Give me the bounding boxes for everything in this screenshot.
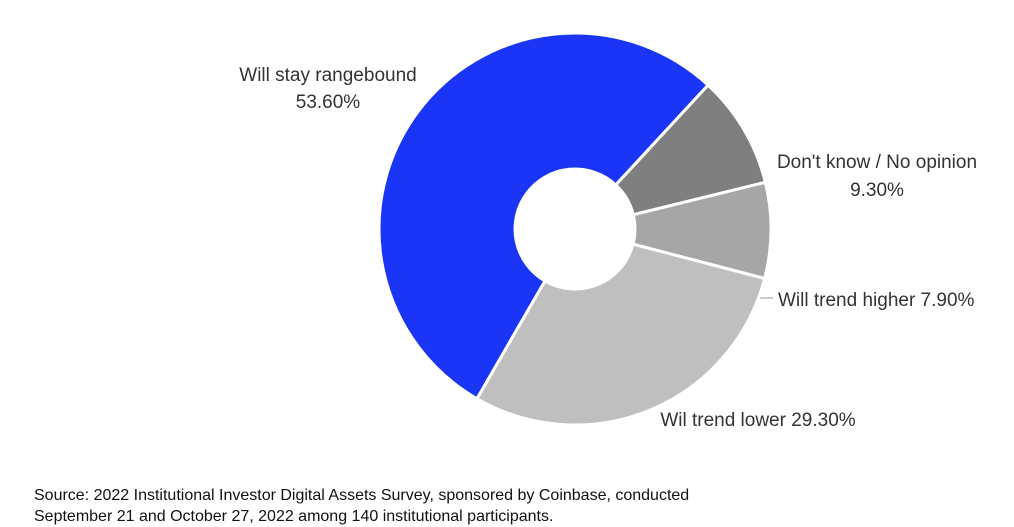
source-note: Source: 2022 Institutional Investor Digi… (34, 485, 994, 527)
donut-slice-0 (377, 31, 710, 401)
slice-label-dont-know: Don't know / No opinion (777, 152, 977, 173)
donut-slice-3 (475, 242, 767, 427)
slice-label-will-trend-lower: Wil trend lower 29.30% (660, 410, 855, 431)
source-line-1: Source: 2022 Institutional Investor Digi… (34, 487, 690, 504)
chart-slices (377, 31, 773, 427)
slice-value-dont-know: 9.30% (850, 180, 904, 201)
source-line-2: September 21 and October 27, 2022 among … (34, 508, 554, 525)
slice-label-will-stay-rangebound: Will stay rangebound (239, 65, 416, 86)
donut-chart: Will stay rangebound 53.60% Don't know /… (239, 31, 977, 431)
slice-label-will-trend-higher: Will trend higher 7.90% (778, 290, 975, 311)
slice-value-will-stay-rangebound: 53.60% (296, 92, 361, 113)
